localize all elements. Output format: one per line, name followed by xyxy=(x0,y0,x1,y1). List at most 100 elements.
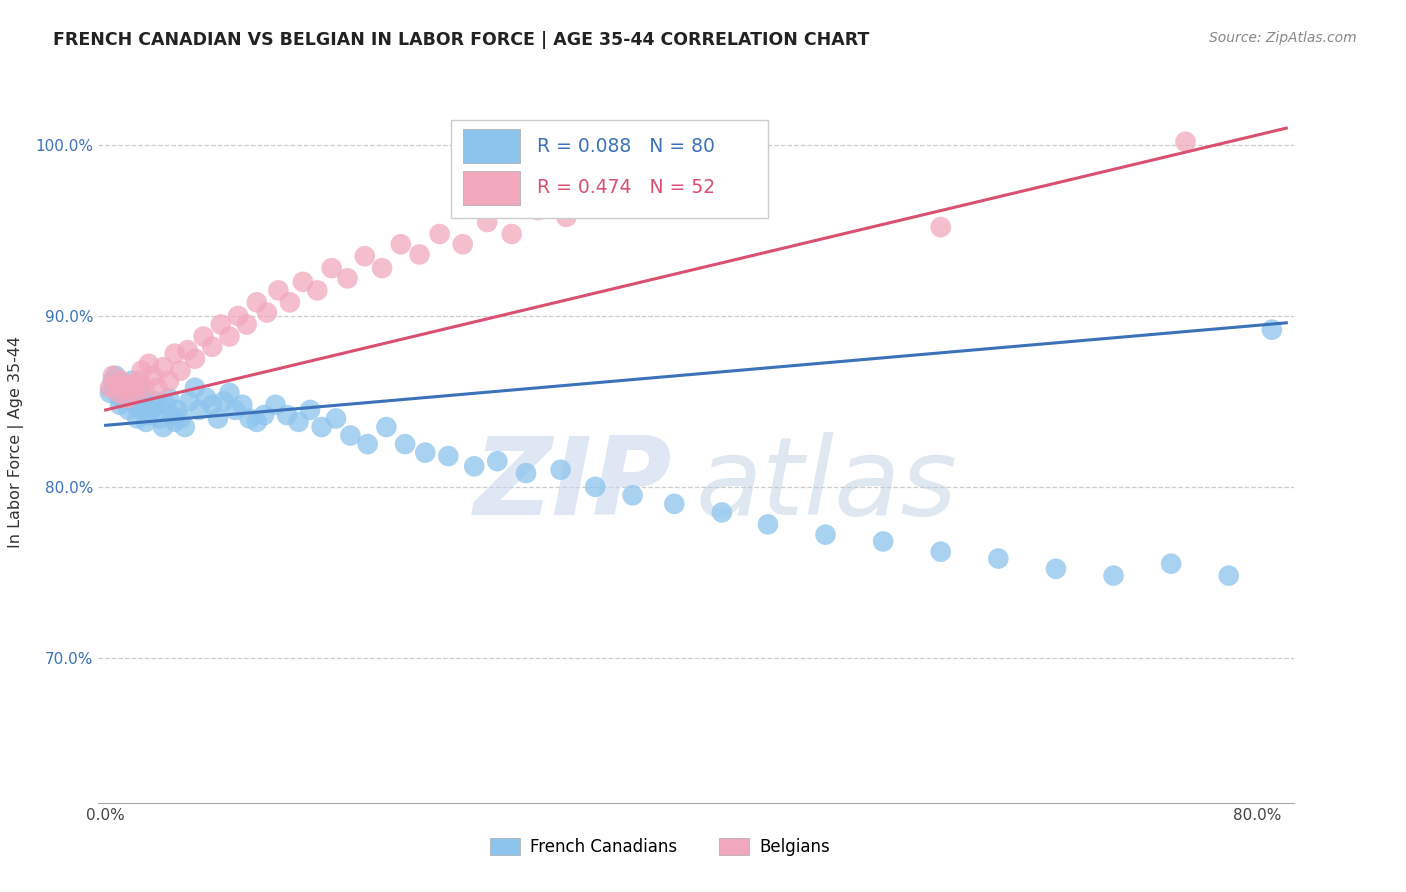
Point xyxy=(375,420,398,434)
FancyBboxPatch shape xyxy=(463,170,520,205)
Point xyxy=(104,368,127,383)
Point xyxy=(128,374,150,388)
Point xyxy=(143,394,166,409)
Point xyxy=(115,391,138,405)
Point xyxy=(872,534,894,549)
Point xyxy=(526,203,548,218)
Point xyxy=(112,381,135,395)
Point xyxy=(321,261,343,276)
Point xyxy=(120,377,142,392)
Point xyxy=(111,391,134,405)
Y-axis label: In Labor Force | Age 35-44: In Labor Force | Age 35-44 xyxy=(8,335,24,548)
Point xyxy=(1174,135,1197,149)
Text: Source: ZipAtlas.com: Source: ZipAtlas.com xyxy=(1209,31,1357,45)
Point xyxy=(291,275,314,289)
Point xyxy=(1218,568,1240,582)
Point xyxy=(987,551,1010,566)
Point xyxy=(114,381,136,395)
Point xyxy=(195,391,218,405)
Point xyxy=(169,411,191,425)
Point xyxy=(929,220,952,235)
Point xyxy=(149,411,172,425)
Point xyxy=(311,420,333,434)
Point xyxy=(107,389,129,403)
Point xyxy=(115,391,138,405)
Point xyxy=(207,411,229,425)
Point xyxy=(278,295,301,310)
Point xyxy=(353,249,375,263)
Point xyxy=(146,398,169,412)
Point xyxy=(108,398,131,412)
Point xyxy=(620,186,643,200)
Point xyxy=(179,394,201,409)
Text: R = 0.088   N = 80: R = 0.088 N = 80 xyxy=(537,136,714,155)
Point xyxy=(235,318,257,332)
Point xyxy=(555,210,578,224)
Point xyxy=(371,261,394,276)
Point xyxy=(124,385,146,400)
Point xyxy=(486,454,509,468)
Point xyxy=(176,343,198,358)
Point xyxy=(287,415,309,429)
Point xyxy=(188,403,211,417)
Point xyxy=(1160,557,1182,571)
Point xyxy=(157,391,180,405)
Point xyxy=(134,381,156,395)
Point xyxy=(135,415,157,429)
Point xyxy=(583,480,606,494)
Point xyxy=(103,381,125,395)
Point xyxy=(253,408,276,422)
Point xyxy=(122,394,145,409)
Point xyxy=(118,403,141,417)
Point xyxy=(264,398,287,412)
Point xyxy=(193,329,215,343)
Point xyxy=(267,284,290,298)
Point xyxy=(163,346,186,360)
Point xyxy=(451,237,474,252)
Point xyxy=(132,394,155,409)
Point xyxy=(122,381,145,395)
Point xyxy=(224,403,246,417)
Point xyxy=(929,545,952,559)
Point xyxy=(125,385,148,400)
FancyBboxPatch shape xyxy=(463,128,520,163)
Point xyxy=(101,374,124,388)
Point xyxy=(138,357,160,371)
Point xyxy=(413,445,436,459)
Point xyxy=(231,398,253,412)
Point xyxy=(98,381,121,395)
Point xyxy=(710,505,733,519)
Point xyxy=(152,420,174,434)
Point xyxy=(394,437,416,451)
Point xyxy=(105,377,128,392)
Point xyxy=(463,459,485,474)
Point xyxy=(408,247,430,261)
Text: FRENCH CANADIAN VS BELGIAN IN LABOR FORCE | AGE 35-44 CORRELATION CHART: FRENCH CANADIAN VS BELGIAN IN LABOR FORC… xyxy=(53,31,870,49)
Point xyxy=(163,415,186,429)
Point xyxy=(120,381,142,395)
Point xyxy=(218,385,240,400)
Text: atlas: atlas xyxy=(696,433,957,537)
Point xyxy=(107,385,129,400)
Point xyxy=(246,295,269,310)
Point xyxy=(657,176,679,190)
Legend: French Canadians, Belgians: French Canadians, Belgians xyxy=(484,831,837,863)
Point xyxy=(212,394,235,409)
Point xyxy=(336,271,359,285)
Point xyxy=(155,398,177,412)
Point xyxy=(131,403,153,417)
Point xyxy=(583,198,606,212)
Point xyxy=(128,391,150,405)
Point xyxy=(621,488,644,502)
Point xyxy=(276,408,298,422)
Point xyxy=(184,381,207,395)
Point xyxy=(325,411,347,425)
Point xyxy=(339,428,361,442)
Point xyxy=(157,374,180,388)
Point xyxy=(664,497,686,511)
Point xyxy=(299,403,322,417)
Point xyxy=(146,381,169,395)
Point xyxy=(121,374,143,388)
Point xyxy=(477,215,499,229)
Point xyxy=(209,318,232,332)
